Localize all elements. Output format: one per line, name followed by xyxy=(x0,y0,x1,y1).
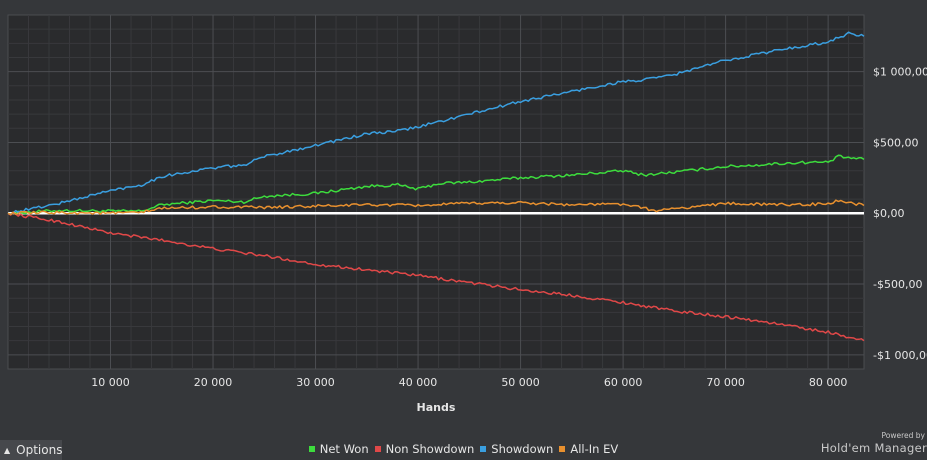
powered-by-text: Powered by xyxy=(881,431,925,440)
x-tick-label: 80 000 xyxy=(809,376,848,389)
series-line-non-showdown xyxy=(7,212,865,342)
legend-item[interactable]: Showdown xyxy=(480,442,553,456)
legend: Net Won Non Showdown Showdown All-In EV xyxy=(0,442,927,456)
x-tick-label: 30 000 xyxy=(296,376,335,389)
legend-item[interactable]: Non Showdown xyxy=(374,442,475,456)
series-lines xyxy=(7,31,865,342)
plot-area xyxy=(7,14,865,370)
branding: Powered by Hold'em Manager xyxy=(821,431,927,455)
legend-swatch xyxy=(374,446,381,452)
chart: 10 000 20 000 30 000 40 000 50 000 60 000 70 0… xyxy=(7,14,927,414)
y-tick-label: -$500,00 xyxy=(873,278,922,291)
legend-item[interactable]: Net Won xyxy=(308,442,369,456)
x-axis-title: Hands xyxy=(417,401,456,414)
chevron-up-icon: ▲ xyxy=(4,445,11,455)
x-tick-label: 70 000 xyxy=(706,376,745,389)
series-line-all-in-ev xyxy=(7,199,865,216)
y-tick-label: $500,00 xyxy=(873,136,919,149)
x-tick-label: 60 000 xyxy=(604,376,643,389)
major-grid xyxy=(8,15,864,369)
legend-label: All-In EV xyxy=(570,442,619,456)
legend-swatch xyxy=(559,446,566,452)
legend-swatch xyxy=(480,446,487,452)
legend-swatch xyxy=(308,446,315,452)
options-label: Options xyxy=(16,443,63,457)
x-axis-ticks: 10 000 20 000 30 000 40 000 50 000 60 000 70 0… xyxy=(91,376,847,389)
legend-item[interactable]: All-In EV xyxy=(559,442,618,456)
legend-label: Showdown xyxy=(491,442,554,456)
y-tick-label: $0,00 xyxy=(873,207,905,220)
options-button[interactable]: ▲ Options xyxy=(0,440,62,460)
x-tick-label: 40 000 xyxy=(399,376,438,389)
y-tick-label: $1 000,00 xyxy=(873,66,927,79)
brand-name: Hold'em Manager xyxy=(820,441,927,455)
legend-label: Net Won xyxy=(319,442,369,456)
series-line-showdown xyxy=(7,31,865,215)
y-axis-ticks: $1 000,00 $500,00 $0,00 -$500,00 -$1 000,00 xyxy=(873,66,927,362)
x-tick-label: 10 000 xyxy=(91,376,130,389)
x-tick-label: 20 000 xyxy=(194,376,233,389)
x-tick-label: 50 000 xyxy=(501,376,540,389)
y-tick-label: -$1 000,00 xyxy=(873,349,927,362)
series-line-net-won xyxy=(7,154,865,216)
legend-label: Non Showdown xyxy=(385,442,475,456)
